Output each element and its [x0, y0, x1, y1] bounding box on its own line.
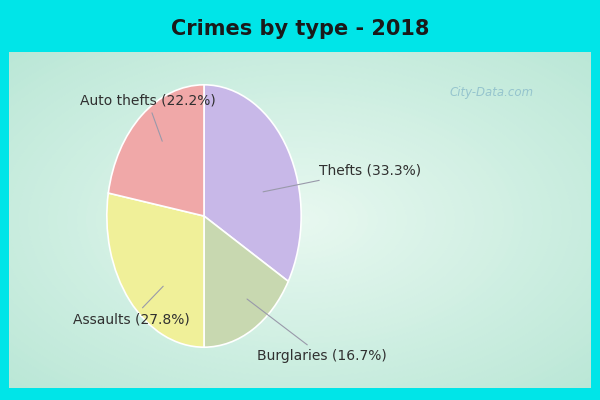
Ellipse shape: [184, 153, 416, 287]
Ellipse shape: [223, 175, 377, 265]
Ellipse shape: [271, 203, 329, 237]
Ellipse shape: [232, 181, 368, 259]
Ellipse shape: [242, 186, 358, 254]
Ellipse shape: [0, 35, 600, 400]
Ellipse shape: [174, 147, 426, 293]
Ellipse shape: [0, 24, 600, 400]
Wedge shape: [107, 193, 204, 347]
Ellipse shape: [0, 41, 600, 399]
Ellipse shape: [0, 18, 600, 400]
Ellipse shape: [0, 7, 600, 400]
Ellipse shape: [19, 58, 581, 382]
Ellipse shape: [38, 69, 562, 371]
Wedge shape: [204, 216, 288, 347]
Ellipse shape: [145, 130, 455, 310]
Ellipse shape: [0, 46, 600, 394]
Ellipse shape: [251, 192, 349, 248]
Text: Auto thefts (22.2%): Auto thefts (22.2%): [80, 94, 215, 141]
Ellipse shape: [58, 80, 542, 360]
Ellipse shape: [97, 102, 504, 338]
Ellipse shape: [203, 164, 397, 276]
Ellipse shape: [48, 74, 552, 366]
Ellipse shape: [281, 209, 319, 231]
Ellipse shape: [28, 63, 572, 377]
Wedge shape: [204, 85, 301, 281]
Ellipse shape: [164, 142, 436, 298]
Ellipse shape: [106, 108, 494, 332]
Ellipse shape: [212, 170, 388, 270]
Ellipse shape: [116, 114, 484, 326]
Ellipse shape: [135, 125, 465, 315]
Ellipse shape: [0, 30, 600, 400]
Ellipse shape: [193, 158, 407, 282]
Ellipse shape: [77, 91, 523, 349]
Text: Burglaries (16.7%): Burglaries (16.7%): [247, 299, 387, 363]
Ellipse shape: [86, 97, 514, 343]
Ellipse shape: [261, 198, 339, 242]
Ellipse shape: [67, 86, 533, 354]
Ellipse shape: [155, 136, 445, 304]
Ellipse shape: [0, 13, 600, 400]
Ellipse shape: [9, 52, 591, 388]
Wedge shape: [109, 85, 204, 216]
Ellipse shape: [290, 214, 310, 226]
Text: City-Data.com: City-Data.com: [450, 86, 534, 99]
Text: Thefts (33.3%): Thefts (33.3%): [263, 163, 421, 192]
Ellipse shape: [125, 119, 475, 321]
Text: Assaults (27.8%): Assaults (27.8%): [73, 286, 190, 326]
Text: Crimes by type - 2018: Crimes by type - 2018: [171, 18, 429, 39]
